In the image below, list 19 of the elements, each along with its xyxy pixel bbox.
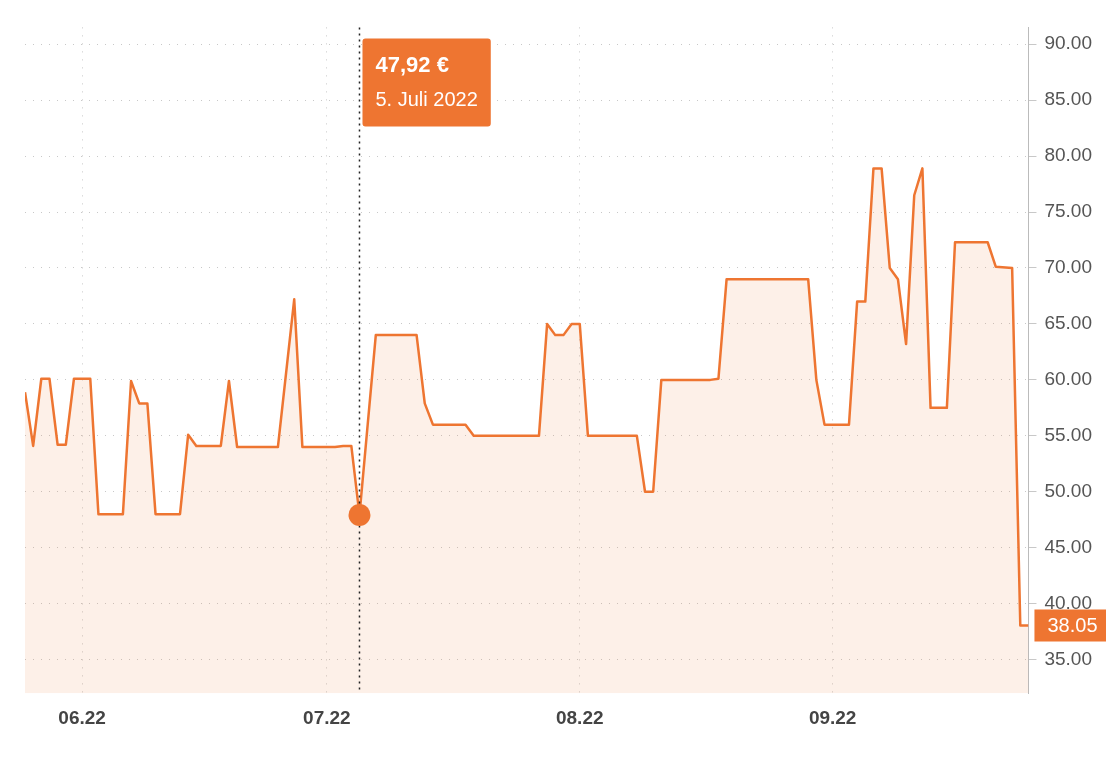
y-tick-label: 60.00 xyxy=(1044,368,1092,390)
y-tick-label: 85.00 xyxy=(1044,88,1092,110)
y-tick-label: 80.00 xyxy=(1044,144,1092,166)
x-tick-label: 06.22 xyxy=(58,706,106,728)
y-tick-label: 45.00 xyxy=(1044,535,1092,557)
x-tick-label: 07.22 xyxy=(303,706,351,728)
y-tick-label: 70.00 xyxy=(1044,256,1092,278)
y-tick-label: 55.00 xyxy=(1044,424,1092,446)
annotation: 47,92 € xyxy=(375,52,449,78)
annotation: 5. Juli 2022 xyxy=(375,87,478,110)
y-tick-label: 50.00 xyxy=(1044,480,1092,502)
y-tick-label: 75.00 xyxy=(1044,200,1092,222)
x-tick-label: 09.22 xyxy=(808,706,857,728)
y-tick-label: 40.00 xyxy=(1044,591,1092,613)
annotation: 38.05 xyxy=(1047,614,1098,637)
y-tick-label: 35.00 xyxy=(1044,647,1092,669)
x-tick-label: 08.22 xyxy=(555,706,604,728)
y-tick-label: 90.00 xyxy=(1044,32,1092,54)
y-tick-label: 65.00 xyxy=(1044,312,1092,334)
